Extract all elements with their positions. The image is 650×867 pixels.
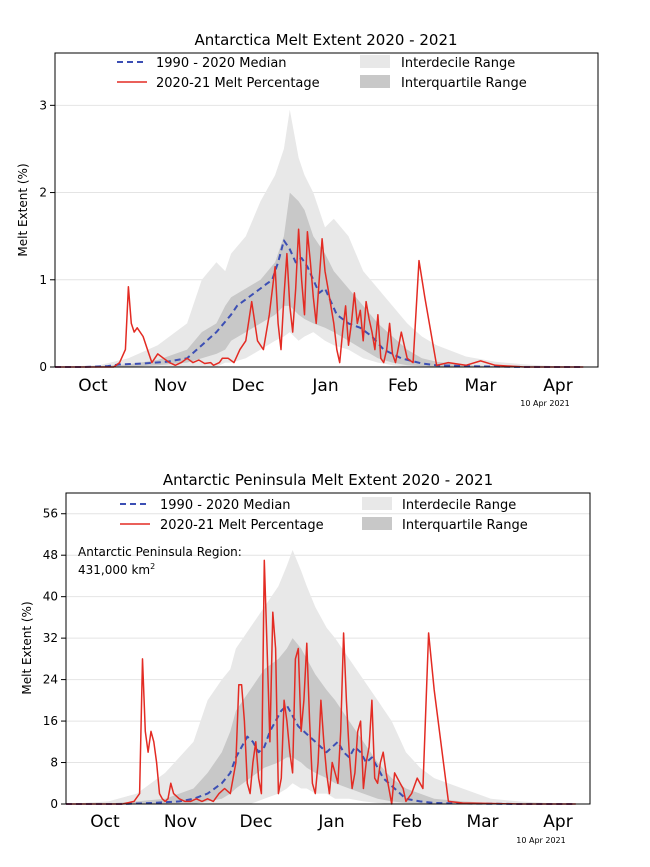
- peninsula-chart: Antarctic Peninsula Melt Extent 2020 - 2…: [20, 471, 591, 845]
- legend-melt: 2020-21 Melt Percentage: [160, 518, 324, 533]
- x-tick-label: Mar: [464, 376, 496, 396]
- legend: 1990 - 2020 Median 2020-21 Melt Percenta…: [120, 497, 528, 533]
- legend-median: 1990 - 2020 Median: [160, 498, 291, 513]
- legend: 1990 - 2020 Median 2020-21 Melt Percenta…: [117, 55, 527, 91]
- legend-interdecile-swatch: [360, 55, 390, 68]
- legend-interquartile-swatch: [360, 75, 390, 88]
- x-ticks: Oct Nov Dec Jan Feb Mar Apr: [90, 812, 572, 832]
- chart-title: Antarctica Melt Extent 2020 - 2021: [194, 31, 457, 49]
- x-tick-label: Dec: [232, 376, 265, 396]
- x-tick-label: Jan: [317, 812, 344, 832]
- x-tick-label: Nov: [154, 376, 187, 396]
- legend-interquartile: Interquartile Range: [401, 76, 527, 91]
- melt-percentage-line: [66, 559, 576, 805]
- x-tick-label: Feb: [392, 812, 422, 832]
- x-ticks: Oct Nov Dec Jan Feb Mar Apr: [78, 376, 572, 396]
- x-tick-label: Oct: [90, 812, 120, 832]
- interdecile-band: [55, 109, 584, 367]
- legend-interquartile: Interquartile Range: [402, 518, 528, 533]
- legend-interdecile: Interdecile Range: [402, 498, 516, 513]
- plot-frame: [65, 492, 591, 805]
- interdecile-band: [66, 550, 576, 804]
- y-tick-label: 32: [43, 631, 58, 645]
- y-tick-label: 3: [39, 98, 47, 112]
- region-area: 431,000 km2: [78, 562, 155, 577]
- legend-interdecile: Interdecile Range: [401, 56, 515, 71]
- antarctica-chart: Antarctica Melt Extent 2020 - 2021 0123 …: [16, 31, 599, 408]
- series-lines: [55, 228, 584, 368]
- x-tick-label: Jan: [311, 376, 338, 396]
- region-name: Antarctic Peninsula Region:: [78, 545, 242, 559]
- y-tick-label: 48: [43, 548, 58, 562]
- date-note: 10 Apr 2021: [520, 399, 569, 408]
- y-axis-label: Melt Extent (%): [16, 163, 30, 256]
- legend-interquartile-swatch: [362, 517, 392, 530]
- y-tick-label: 0: [50, 797, 58, 811]
- chart-title: Antarctic Peninsula Melt Extent 2020 - 2…: [163, 471, 493, 489]
- region-area-value: 431,000 km: [78, 563, 150, 577]
- series-lines: [66, 559, 576, 805]
- y-axis-label: Melt Extent (%): [20, 601, 34, 694]
- x-tick-label: Oct: [78, 376, 108, 396]
- date-note: 10 Apr 2021: [516, 836, 565, 845]
- y-tick-label: 8: [50, 756, 58, 770]
- y-tick-label: 24: [43, 673, 58, 687]
- y-tick-label: 1: [39, 273, 47, 287]
- range-bands: [55, 109, 584, 367]
- x-tick-label: Nov: [164, 812, 197, 832]
- x-tick-label: Feb: [388, 376, 418, 396]
- x-tick-label: Apr: [543, 376, 572, 396]
- region-annotation: Antarctic Peninsula Region: 431,000 km2: [78, 545, 242, 577]
- plot-frame: [54, 52, 599, 368]
- y-tick-label: 56: [43, 507, 58, 521]
- y-tick-label: 2: [39, 186, 47, 200]
- x-tick-label: Apr: [543, 812, 572, 832]
- y-ticks: 0 8 16 24 32 40 48 56: [43, 507, 66, 811]
- interquartile-band: [66, 638, 576, 804]
- x-tick-label: Dec: [240, 812, 273, 832]
- x-tick-label: Mar: [466, 812, 498, 832]
- y-ticks: 0 1 2 3: [39, 98, 55, 374]
- y-tick-label: 0: [39, 360, 47, 374]
- legend-median: 1990 - 2020 Median: [156, 56, 287, 71]
- legend-melt: 2020-21 Melt Percentage: [156, 76, 320, 91]
- region-area-superscript: 2: [150, 562, 155, 571]
- range-bands: [66, 550, 576, 804]
- y-tick-label: 16: [43, 714, 58, 728]
- melt-percentage-line: [55, 228, 584, 368]
- legend-interdecile-swatch: [362, 497, 392, 510]
- y-tick-label: 40: [43, 590, 58, 604]
